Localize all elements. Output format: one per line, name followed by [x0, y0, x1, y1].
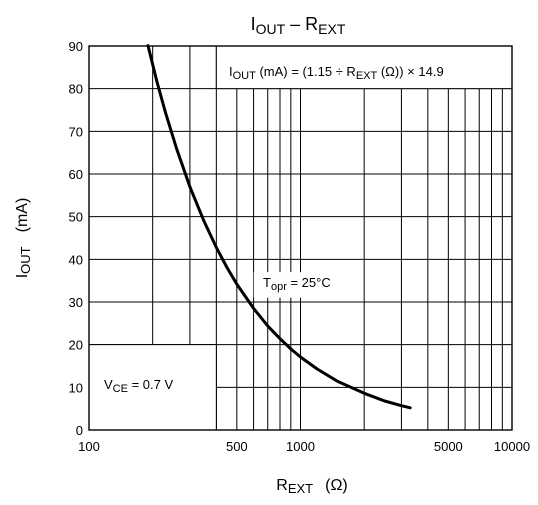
formula-p1: I — [229, 64, 233, 79]
x-tick-label-500: 500 — [226, 439, 248, 454]
formula-annotation: IOUT (mA) = (1.15 ÷ REXT (Ω)) × 14.9 — [229, 64, 444, 82]
chart-title-main: I — [251, 14, 256, 34]
formula-p2: (mA) = (1.15 ÷ R — [256, 64, 356, 79]
x-axis-label-main: R — [276, 477, 288, 494]
y-axis-label: IOUT (mA) — [14, 198, 33, 279]
formula-p1-sub: OUT — [233, 70, 257, 82]
series-curve-0 — [146, 44, 412, 410]
x-axis-label: REXT (Ω) — [276, 477, 347, 496]
chart-title: IOUT – REXT — [251, 14, 346, 37]
vce-p2: = 0.7 V — [128, 377, 173, 392]
temperature-p1-sub: opr — [271, 281, 287, 293]
vce-p1: V — [104, 377, 113, 392]
y-axis-label-sub: OUT — [18, 246, 33, 274]
y-tick-label-90: 90 — [69, 39, 83, 54]
chart-title-sub: OUT — [256, 21, 286, 37]
y-tick-label-30: 30 — [69, 295, 83, 310]
vce-box-bg — [89, 344, 217, 430]
y-tick-label-20: 20 — [69, 338, 83, 353]
vce-annotation: VCE = 0.7 V — [104, 377, 173, 395]
y-tick-label-0: 0 — [76, 423, 83, 438]
x-axis-label-sub: EXT — [288, 481, 313, 496]
formula-box-bg — [216, 46, 512, 89]
annotation-boxes — [89, 46, 512, 430]
temperature-box-bg — [253, 272, 335, 298]
x-tick-label-5000: 5000 — [434, 439, 463, 454]
x-tick-label-100: 100 — [78, 439, 100, 454]
y-tick-label-80: 80 — [69, 82, 83, 97]
y-axis-label-unit: (mA) — [14, 198, 31, 233]
vce-p1-sub: CE — [113, 383, 128, 395]
formula-p2-sub: EXT — [356, 70, 378, 82]
plot-frame — [88, 45, 513, 431]
y-tick-label-50: 50 — [69, 210, 83, 225]
y-axis-label-main: I — [14, 274, 31, 278]
tick-labels: 0 10 20 30 40 50 60 70 80 90 100 500 1000 5000 10000 — [69, 39, 531, 454]
curve-layer — [146, 44, 412, 410]
y-tick-label-10: 10 — [69, 380, 83, 395]
x-tick-label-1000: 1000 — [286, 439, 315, 454]
x-axis-label-unit: (Ω) — [325, 477, 348, 494]
x-tick-label-10000: 10000 — [494, 439, 530, 454]
temperature-p1: T — [263, 275, 271, 290]
temperature-annotation: Topr = 25°C — [263, 275, 331, 293]
y-tick-label-60: 60 — [69, 167, 83, 182]
y-tick-label-40: 40 — [69, 252, 83, 267]
chart-title-sep: – R — [285, 14, 318, 34]
formula-p3: (Ω)) × 14.9 — [377, 64, 443, 79]
y-tick-label-70: 70 — [69, 124, 83, 139]
chart-title-sub2: EXT — [318, 21, 346, 37]
temperature-p2: = 25°C — [287, 275, 331, 290]
